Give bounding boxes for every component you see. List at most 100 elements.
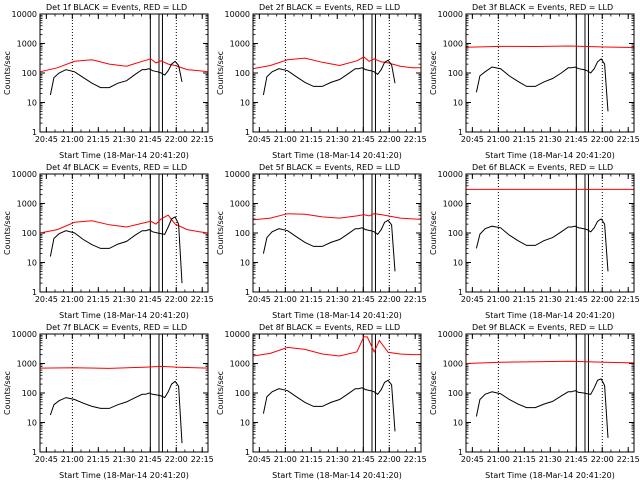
plot-frame	[252, 333, 422, 453]
x-tick-label: 20:45	[35, 135, 58, 144]
x-tick-label: 21:00	[274, 455, 297, 464]
y-tick-label: 10	[27, 99, 37, 108]
x-tick-label: 22:00	[378, 135, 401, 144]
x-tick-label: 22:15	[191, 295, 213, 304]
y-tick-label: 10	[27, 419, 37, 428]
plot-title: Det 3f BLACK = Events, RED = LLD	[472, 3, 613, 12]
plot-title: Det 1f BLACK = Events, RED = LLD	[46, 3, 187, 12]
detector-panel: Det 9f BLACK = Events, RED = LLD Counts/s…	[426, 320, 639, 480]
y-axis-label: Counts/sec	[3, 211, 12, 255]
y-tick-label: 1000	[17, 200, 37, 209]
x-tick-label: 22:00	[165, 455, 188, 464]
x-tick-label: 21:00	[61, 135, 84, 144]
y-tick-label: 1000	[443, 360, 463, 369]
y-tick-label: 1	[245, 448, 250, 457]
y-tick-label: 10	[27, 259, 37, 268]
detector-panel: Det 2f BLACK = Events, RED = LLD Counts/s…	[213, 0, 426, 160]
y-tick-label: 1	[458, 288, 463, 297]
x-tick-label: 21:30	[113, 295, 136, 304]
events-series-line	[49, 60, 183, 96]
y-tick-label: 10000	[438, 10, 463, 19]
x-axis-label: Start Time (18-Mar-14 20:41:20)	[59, 471, 189, 480]
y-tick-label: 1000	[443, 200, 463, 209]
x-tick-label: 22:00	[165, 295, 188, 304]
x-tick-label: 22:15	[404, 455, 426, 464]
lld-series-line	[39, 58, 209, 73]
detector-panel: Det 8f BLACK = Events, RED = LLD Counts/s…	[213, 320, 426, 480]
y-tick-label: 1000	[17, 40, 37, 49]
x-tick-label: 21:15	[513, 295, 536, 304]
x-tick-label: 20:45	[35, 295, 58, 304]
events-series-line	[475, 378, 609, 438]
y-axis-label: Counts/sec	[3, 371, 12, 415]
x-tick-label: 21:45	[352, 135, 375, 144]
x-tick-label: 21:30	[539, 135, 562, 144]
plot-title: Det 8f BLACK = Events, RED = LLD	[259, 323, 400, 332]
y-axis-label: Counts/sec	[429, 51, 438, 95]
plot-svg: Det 3f BLACK = Events, RED = LLD Counts/s…	[429, 3, 639, 160]
y-tick-label: 1000	[17, 360, 37, 369]
x-tick-label: 21:45	[352, 295, 375, 304]
plot-svg: Det 9f BLACK = Events, RED = LLD Counts/s…	[429, 323, 639, 480]
y-tick-label: 1	[32, 288, 37, 297]
lld-series-line	[39, 365, 209, 369]
y-tick-label: 10000	[12, 330, 37, 339]
y-tick-label: 10	[240, 99, 250, 108]
detector-panel: Det 1f BLACK = Events, RED = LLD Counts/s…	[0, 0, 213, 160]
detector-panel: Det 6f BLACK = Events, RED = LLD Counts/s…	[426, 160, 639, 320]
y-tick-label: 1	[458, 128, 463, 137]
lld-series-line	[39, 214, 209, 234]
y-tick-label: 100	[448, 389, 463, 398]
x-tick-label: 21:00	[61, 455, 84, 464]
y-tick-label: 10	[453, 259, 463, 268]
plot-frame	[252, 13, 422, 133]
y-tick-label: 100	[22, 389, 37, 398]
x-axis-label: Start Time (18-Mar-14 20:41:20)	[485, 151, 615, 160]
x-tick-label: 21:00	[487, 135, 510, 144]
y-tick-label: 1	[32, 128, 37, 137]
y-tick-label: 10000	[225, 170, 250, 179]
plot-svg: Det 6f BLACK = Events, RED = LLD Counts/s…	[429, 163, 639, 320]
plot-title: Det 4f BLACK = Events, RED = LLD	[46, 163, 187, 172]
y-tick-label: 10000	[12, 170, 37, 179]
events-series-line	[262, 59, 396, 96]
y-tick-label: 10000	[12, 10, 37, 19]
y-tick-label: 1	[32, 448, 37, 457]
x-tick-label: 21:00	[274, 295, 297, 304]
y-axis-label: Counts/sec	[3, 51, 12, 95]
plot-frame	[465, 13, 635, 133]
x-tick-label: 21:15	[513, 135, 536, 144]
x-axis-label: Start Time (18-Mar-14 20:41:20)	[59, 311, 189, 320]
lld-series-line	[465, 360, 635, 364]
x-tick-label: 21:45	[139, 295, 162, 304]
x-tick-label: 22:15	[404, 295, 426, 304]
plot-svg: Det 8f BLACK = Events, RED = LLD Counts/s…	[216, 323, 426, 480]
lld-series-line	[252, 336, 421, 357]
plot-svg: Det 2f BLACK = Events, RED = LLD Counts/s…	[216, 3, 426, 160]
x-tick-label: 22:15	[191, 455, 213, 464]
y-tick-label: 10000	[438, 170, 463, 179]
y-tick-label: 100	[448, 69, 463, 78]
x-tick-label: 21:00	[487, 295, 510, 304]
x-tick-label: 21:15	[87, 455, 110, 464]
x-tick-label: 22:00	[591, 295, 614, 304]
x-axis-label: Start Time (18-Mar-14 20:41:20)	[272, 151, 402, 160]
lld-series-line	[252, 56, 421, 70]
x-tick-label: 22:15	[617, 455, 639, 464]
x-tick-label: 21:45	[565, 455, 588, 464]
x-tick-label: 21:00	[61, 295, 84, 304]
y-tick-label: 10	[240, 419, 250, 428]
x-tick-label: 22:00	[591, 135, 614, 144]
x-tick-label: 21:15	[300, 455, 323, 464]
y-tick-label: 1	[458, 448, 463, 457]
y-axis-label: Counts/sec	[216, 211, 225, 255]
plot-frame	[39, 333, 209, 453]
x-tick-label: 20:45	[35, 455, 58, 464]
detector-panel: Det 5f BLACK = Events, RED = LLD Counts/s…	[213, 160, 426, 320]
x-tick-label: 22:15	[191, 135, 213, 144]
y-tick-label: 10000	[225, 330, 250, 339]
plot-svg: Det 1f BLACK = Events, RED = LLD Counts/s…	[3, 3, 213, 160]
y-axis-label: Counts/sec	[216, 371, 225, 415]
x-tick-label: 21:15	[300, 135, 323, 144]
y-tick-label: 10	[240, 259, 250, 268]
